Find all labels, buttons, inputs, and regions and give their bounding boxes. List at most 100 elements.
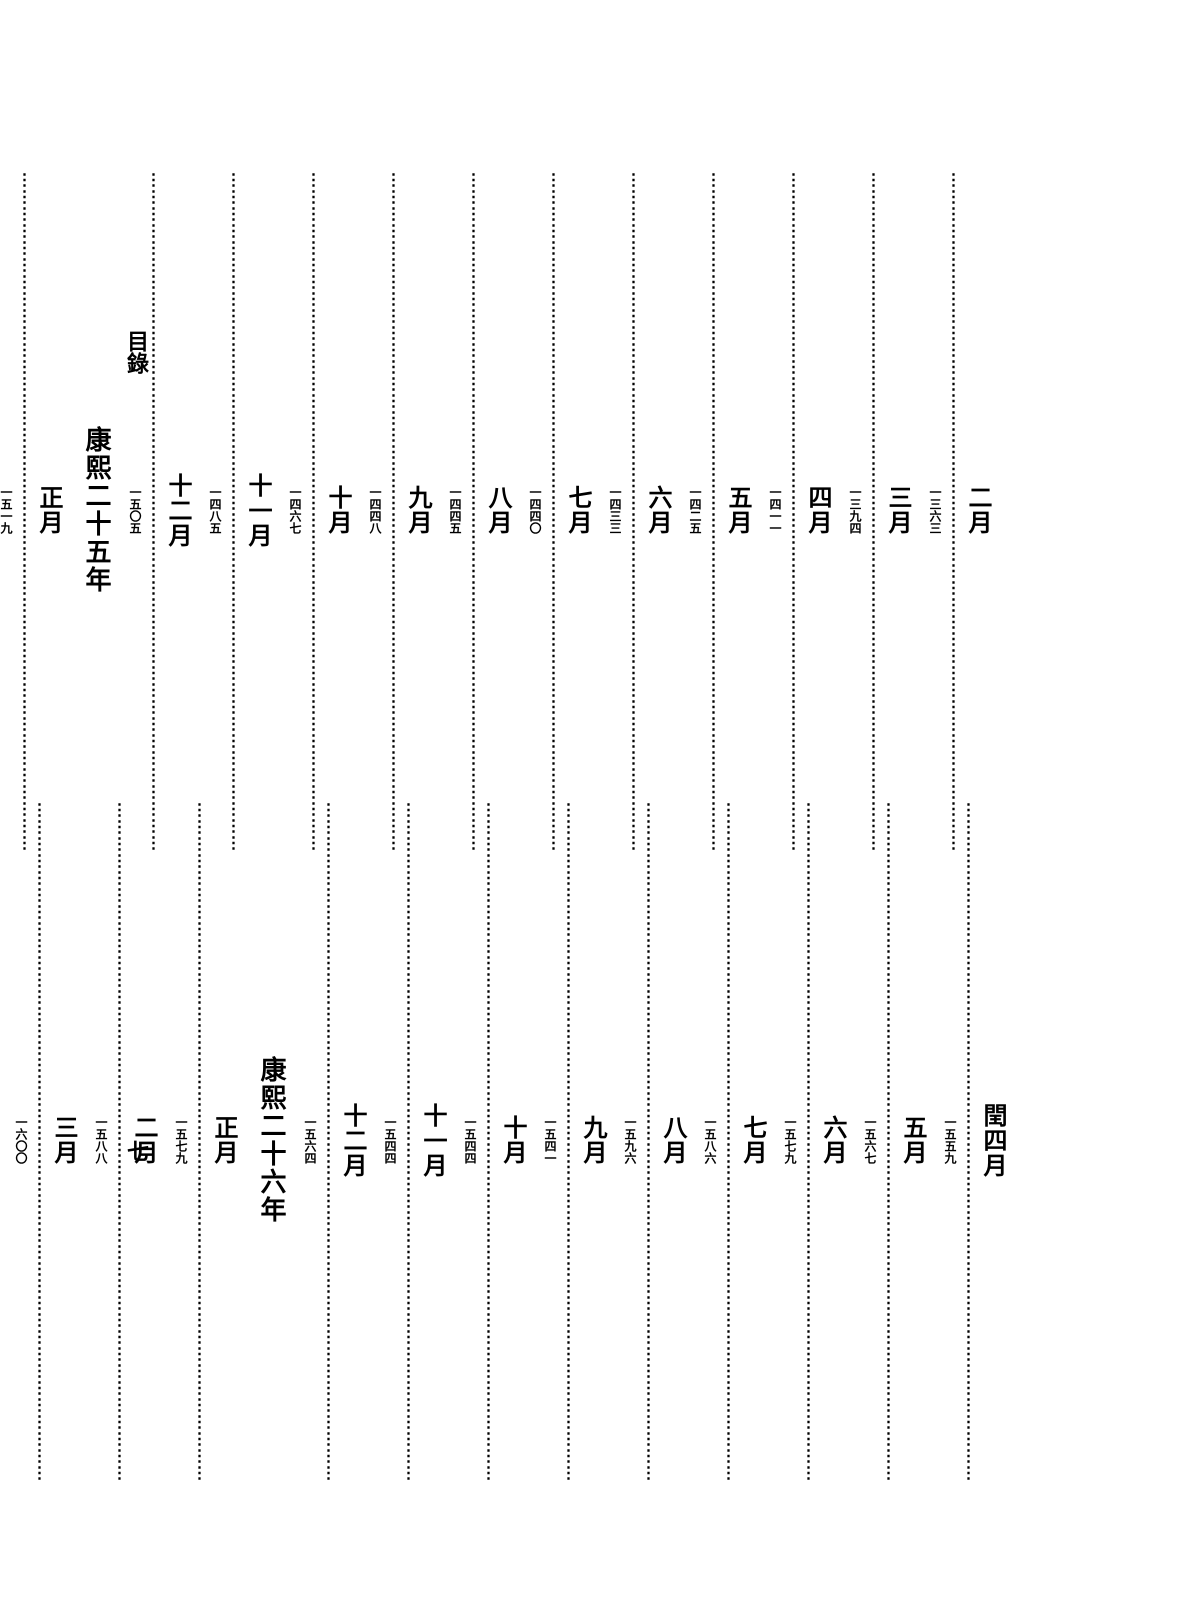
toc-entry: 六月⋮⋮⋮⋮⋮⋮⋮⋮⋮⋮⋮⋮⋮⋮⋮⋮⋮⋮⋮⋮⋮⋮⋮⋮⋮⋮⋮⋮⋮⋮⋮⋮⋮⋮⋮⋮⋮⋮… xyxy=(782,880,850,1400)
toc-entry: 三月⋮⋮⋮⋮⋮⋮⋮⋮⋮⋮⋮⋮⋮⋮⋮⋮⋮⋮⋮⋮⋮⋮⋮⋮⋮⋮⋮⋮⋮⋮⋮⋮⋮⋮⋮⋮⋮⋮… xyxy=(13,880,81,1400)
dot-leader: ⋮⋮⋮⋮⋮⋮⋮⋮⋮⋮⋮⋮⋮⋮⋮⋮⋮⋮⋮⋮⋮⋮⋮⋮⋮⋮⋮⋮⋮⋮⋮⋮⋮⋮⋮⋮⋮⋮⋮⋮ xyxy=(319,800,335,1480)
entry-page: 一五六四 xyxy=(302,1116,319,1164)
entry-label: 三月 xyxy=(880,485,915,535)
entry-label: 十一月 xyxy=(240,473,275,548)
entry-label: 四月 xyxy=(800,485,835,535)
dot-leader: ⋮⋮⋮⋮⋮⋮⋮⋮⋮⋮⋮⋮⋮⋮⋮⋮⋮⋮⋮⋮⋮⋮⋮⋮⋮⋮⋮⋮⋮⋮⋮⋮⋮⋮⋮⋮⋮⋮⋮⋮ xyxy=(190,800,206,1480)
entry-label: 正月 xyxy=(31,485,66,535)
entry-page: 一五四四 xyxy=(382,1116,399,1164)
entry-page: 一四四〇 xyxy=(527,486,544,534)
toc-heading: 康熙二十六年 xyxy=(253,880,290,1400)
toc-block-upper: 二月⋮⋮⋮⋮⋮⋮⋮⋮⋮⋮⋮⋮⋮⋮⋮⋮⋮⋮⋮⋮⋮⋮⋮⋮⋮⋮⋮⋮⋮⋮⋮⋮⋮⋮⋮⋮⋮⋮… xyxy=(0,250,1001,770)
dot-leader: ⋮⋮⋮⋮⋮⋮⋮⋮⋮⋮⋮⋮⋮⋮⋮⋮⋮⋮⋮⋮⋮⋮⋮⋮⋮⋮⋮⋮⋮⋮⋮⋮⋮⋮⋮⋮⋮⋮⋮⋮ xyxy=(944,170,960,850)
entry-label: 三月 xyxy=(46,1115,81,1165)
entry-label: 六月 xyxy=(815,1115,850,1165)
entry-page: 一五四四 xyxy=(462,1116,479,1164)
dot-leader: ⋮⋮⋮⋮⋮⋮⋮⋮⋮⋮⋮⋮⋮⋮⋮⋮⋮⋮⋮⋮⋮⋮⋮⋮⋮⋮⋮⋮⋮⋮⋮⋮⋮⋮⋮⋮⋮⋮⋮⋮ xyxy=(959,800,975,1480)
dot-leader: ⋮⋮⋮⋮⋮⋮⋮⋮⋮⋮⋮⋮⋮⋮⋮⋮⋮⋮⋮⋮⋮⋮⋮⋮⋮⋮⋮⋮⋮⋮⋮⋮⋮⋮⋮⋮⋮⋮⋮⋮ xyxy=(384,170,400,850)
toc-entry: 六月⋮⋮⋮⋮⋮⋮⋮⋮⋮⋮⋮⋮⋮⋮⋮⋮⋮⋮⋮⋮⋮⋮⋮⋮⋮⋮⋮⋮⋮⋮⋮⋮⋮⋮⋮⋮⋮⋮… xyxy=(607,250,675,770)
entry-page: 一四四五 xyxy=(447,486,464,534)
dot-leader: ⋮⋮⋮⋮⋮⋮⋮⋮⋮⋮⋮⋮⋮⋮⋮⋮⋮⋮⋮⋮⋮⋮⋮⋮⋮⋮⋮⋮⋮⋮⋮⋮⋮⋮⋮⋮⋮⋮⋮⋮ xyxy=(15,170,31,850)
entry-page: 一三六三 xyxy=(927,486,944,534)
entry-label: 五月 xyxy=(895,1115,930,1165)
entry-page: 一六〇〇 xyxy=(13,1116,30,1164)
entry-page: 一四四八 xyxy=(367,486,384,534)
page: 目錄 七 二月⋮⋮⋮⋮⋮⋮⋮⋮⋮⋮⋮⋮⋮⋮⋮⋮⋮⋮⋮⋮⋮⋮⋮⋮⋮⋮⋮⋮⋮⋮⋮⋮⋮… xyxy=(0,0,1191,1620)
entry-label: 二月 xyxy=(960,485,995,535)
toc-entry: 十月⋮⋮⋮⋮⋮⋮⋮⋮⋮⋮⋮⋮⋮⋮⋮⋮⋮⋮⋮⋮⋮⋮⋮⋮⋮⋮⋮⋮⋮⋮⋮⋮⋮⋮⋮⋮⋮⋮… xyxy=(287,250,355,770)
entry-page: 一四三三 xyxy=(607,486,624,534)
toc-entry: 十一月⋮⋮⋮⋮⋮⋮⋮⋮⋮⋮⋮⋮⋮⋮⋮⋮⋮⋮⋮⋮⋮⋮⋮⋮⋮⋮⋮⋮⋮⋮⋮⋮⋮⋮⋮⋮⋮… xyxy=(382,880,450,1400)
entry-label: 十月 xyxy=(495,1115,530,1165)
entry-page: 一四一一 xyxy=(767,486,784,534)
toc-entry: 十月⋮⋮⋮⋮⋮⋮⋮⋮⋮⋮⋮⋮⋮⋮⋮⋮⋮⋮⋮⋮⋮⋮⋮⋮⋮⋮⋮⋮⋮⋮⋮⋮⋮⋮⋮⋮⋮⋮… xyxy=(462,880,530,1400)
entry-label: 八月 xyxy=(655,1115,690,1165)
toc-entry: 閏四月⋮⋮⋮⋮⋮⋮⋮⋮⋮⋮⋮⋮⋮⋮⋮⋮⋮⋮⋮⋮⋮⋮⋮⋮⋮⋮⋮⋮⋮⋮⋮⋮⋮⋮⋮⋮⋮… xyxy=(942,880,1010,1400)
entry-page: 一五八八 xyxy=(93,1116,110,1164)
entry-page: 一五九六 xyxy=(622,1116,639,1164)
entry-label: 正月 xyxy=(206,1115,241,1165)
entry-page: 一五七九 xyxy=(782,1116,799,1164)
toc-heading: 康熙二十五年 xyxy=(78,250,115,770)
entry-page: 一五四一 xyxy=(542,1116,559,1164)
entry-label: 七月 xyxy=(560,485,595,535)
toc-entry: 二月⋮⋮⋮⋮⋮⋮⋮⋮⋮⋮⋮⋮⋮⋮⋮⋮⋮⋮⋮⋮⋮⋮⋮⋮⋮⋮⋮⋮⋮⋮⋮⋮⋮⋮⋮⋮⋮⋮… xyxy=(93,880,161,1400)
toc-entry: 三月⋮⋮⋮⋮⋮⋮⋮⋮⋮⋮⋮⋮⋮⋮⋮⋮⋮⋮⋮⋮⋮⋮⋮⋮⋮⋮⋮⋮⋮⋮⋮⋮⋮⋮⋮⋮⋮⋮… xyxy=(847,250,915,770)
toc-entry: 五月⋮⋮⋮⋮⋮⋮⋮⋮⋮⋮⋮⋮⋮⋮⋮⋮⋮⋮⋮⋮⋮⋮⋮⋮⋮⋮⋮⋮⋮⋮⋮⋮⋮⋮⋮⋮⋮⋮… xyxy=(862,880,930,1400)
toc-entry: 八月⋮⋮⋮⋮⋮⋮⋮⋮⋮⋮⋮⋮⋮⋮⋮⋮⋮⋮⋮⋮⋮⋮⋮⋮⋮⋮⋮⋮⋮⋮⋮⋮⋮⋮⋮⋮⋮⋮… xyxy=(622,880,690,1400)
heading-label: 康熙二十五年 xyxy=(78,426,115,594)
entry-page: 一五五九 xyxy=(942,1116,959,1164)
dot-leader: ⋮⋮⋮⋮⋮⋮⋮⋮⋮⋮⋮⋮⋮⋮⋮⋮⋮⋮⋮⋮⋮⋮⋮⋮⋮⋮⋮⋮⋮⋮⋮⋮⋮⋮⋮⋮⋮⋮⋮⋮ xyxy=(624,170,640,850)
toc-entry: 九月⋮⋮⋮⋮⋮⋮⋮⋮⋮⋮⋮⋮⋮⋮⋮⋮⋮⋮⋮⋮⋮⋮⋮⋮⋮⋮⋮⋮⋮⋮⋮⋮⋮⋮⋮⋮⋮⋮… xyxy=(367,250,435,770)
dot-leader: ⋮⋮⋮⋮⋮⋮⋮⋮⋮⋮⋮⋮⋮⋮⋮⋮⋮⋮⋮⋮⋮⋮⋮⋮⋮⋮⋮⋮⋮⋮⋮⋮⋮⋮⋮⋮⋮⋮⋮⋮ xyxy=(544,170,560,850)
toc-entry: 十一月⋮⋮⋮⋮⋮⋮⋮⋮⋮⋮⋮⋮⋮⋮⋮⋮⋮⋮⋮⋮⋮⋮⋮⋮⋮⋮⋮⋮⋮⋮⋮⋮⋮⋮⋮⋮⋮… xyxy=(207,250,275,770)
entry-label: 十二月 xyxy=(160,473,195,548)
entry-page: 一四六七 xyxy=(287,486,304,534)
entry-page: 一三九四 xyxy=(847,486,864,534)
dot-leader: ⋮⋮⋮⋮⋮⋮⋮⋮⋮⋮⋮⋮⋮⋮⋮⋮⋮⋮⋮⋮⋮⋮⋮⋮⋮⋮⋮⋮⋮⋮⋮⋮⋮⋮⋮⋮⋮⋮⋮⋮ xyxy=(144,170,160,850)
entry-label: 二月 xyxy=(126,1115,161,1165)
toc-entry: 十二月⋮⋮⋮⋮⋮⋮⋮⋮⋮⋮⋮⋮⋮⋮⋮⋮⋮⋮⋮⋮⋮⋮⋮⋮⋮⋮⋮⋮⋮⋮⋮⋮⋮⋮⋮⋮⋮… xyxy=(302,880,370,1400)
dot-leader: ⋮⋮⋮⋮⋮⋮⋮⋮⋮⋮⋮⋮⋮⋮⋮⋮⋮⋮⋮⋮⋮⋮⋮⋮⋮⋮⋮⋮⋮⋮⋮⋮⋮⋮⋮⋮⋮⋮⋮⋮ xyxy=(30,800,46,1480)
entry-label: 六月 xyxy=(640,485,675,535)
entry-label: 十月 xyxy=(320,485,355,535)
entry-page: 一五一九 xyxy=(0,486,15,534)
toc-entry: 八月⋮⋮⋮⋮⋮⋮⋮⋮⋮⋮⋮⋮⋮⋮⋮⋮⋮⋮⋮⋮⋮⋮⋮⋮⋮⋮⋮⋮⋮⋮⋮⋮⋮⋮⋮⋮⋮⋮… xyxy=(447,250,515,770)
dot-leader: ⋮⋮⋮⋮⋮⋮⋮⋮⋮⋮⋮⋮⋮⋮⋮⋮⋮⋮⋮⋮⋮⋮⋮⋮⋮⋮⋮⋮⋮⋮⋮⋮⋮⋮⋮⋮⋮⋮⋮⋮ xyxy=(224,170,240,850)
entry-label: 九月 xyxy=(400,485,435,535)
dot-leader: ⋮⋮⋮⋮⋮⋮⋮⋮⋮⋮⋮⋮⋮⋮⋮⋮⋮⋮⋮⋮⋮⋮⋮⋮⋮⋮⋮⋮⋮⋮⋮⋮⋮⋮⋮⋮⋮⋮⋮⋮ xyxy=(399,800,415,1480)
toc-entry: 五月⋮⋮⋮⋮⋮⋮⋮⋮⋮⋮⋮⋮⋮⋮⋮⋮⋮⋮⋮⋮⋮⋮⋮⋮⋮⋮⋮⋮⋮⋮⋮⋮⋮⋮⋮⋮⋮⋮… xyxy=(687,250,755,770)
dot-leader: ⋮⋮⋮⋮⋮⋮⋮⋮⋮⋮⋮⋮⋮⋮⋮⋮⋮⋮⋮⋮⋮⋮⋮⋮⋮⋮⋮⋮⋮⋮⋮⋮⋮⋮⋮⋮⋮⋮⋮⋮ xyxy=(559,800,575,1480)
entry-label: 七月 xyxy=(735,1115,770,1165)
dot-leader: ⋮⋮⋮⋮⋮⋮⋮⋮⋮⋮⋮⋮⋮⋮⋮⋮⋮⋮⋮⋮⋮⋮⋮⋮⋮⋮⋮⋮⋮⋮⋮⋮⋮⋮⋮⋮⋮⋮⋮⋮ xyxy=(864,170,880,850)
dot-leader: ⋮⋮⋮⋮⋮⋮⋮⋮⋮⋮⋮⋮⋮⋮⋮⋮⋮⋮⋮⋮⋮⋮⋮⋮⋮⋮⋮⋮⋮⋮⋮⋮⋮⋮⋮⋮⋮⋮⋮⋮ xyxy=(879,800,895,1480)
heading-label: 康熙二十六年 xyxy=(253,1056,290,1224)
entry-page: 一五六七 xyxy=(862,1116,879,1164)
dot-leader: ⋮⋮⋮⋮⋮⋮⋮⋮⋮⋮⋮⋮⋮⋮⋮⋮⋮⋮⋮⋮⋮⋮⋮⋮⋮⋮⋮⋮⋮⋮⋮⋮⋮⋮⋮⋮⋮⋮⋮⋮ xyxy=(464,170,480,850)
dot-leader: ⋮⋮⋮⋮⋮⋮⋮⋮⋮⋮⋮⋮⋮⋮⋮⋮⋮⋮⋮⋮⋮⋮⋮⋮⋮⋮⋮⋮⋮⋮⋮⋮⋮⋮⋮⋮⋮⋮⋮⋮ xyxy=(639,800,655,1480)
entry-page: 一五七九 xyxy=(173,1116,190,1164)
toc-entry: 七月⋮⋮⋮⋮⋮⋮⋮⋮⋮⋮⋮⋮⋮⋮⋮⋮⋮⋮⋮⋮⋮⋮⋮⋮⋮⋮⋮⋮⋮⋮⋮⋮⋮⋮⋮⋮⋮⋮… xyxy=(702,880,770,1400)
entry-page: 一四八五 xyxy=(207,486,224,534)
toc-entry: 正月⋮⋮⋮⋮⋮⋮⋮⋮⋮⋮⋮⋮⋮⋮⋮⋮⋮⋮⋮⋮⋮⋮⋮⋮⋮⋮⋮⋮⋮⋮⋮⋮⋮⋮⋮⋮⋮⋮… xyxy=(173,880,241,1400)
dot-leader: ⋮⋮⋮⋮⋮⋮⋮⋮⋮⋮⋮⋮⋮⋮⋮⋮⋮⋮⋮⋮⋮⋮⋮⋮⋮⋮⋮⋮⋮⋮⋮⋮⋮⋮⋮⋮⋮⋮⋮⋮ xyxy=(704,170,720,850)
entry-label: 十一月 xyxy=(415,1103,450,1178)
entry-label: 八月 xyxy=(480,485,515,535)
dot-leader: ⋮⋮⋮⋮⋮⋮⋮⋮⋮⋮⋮⋮⋮⋮⋮⋮⋮⋮⋮⋮⋮⋮⋮⋮⋮⋮⋮⋮⋮⋮⋮⋮⋮⋮⋮⋮⋮⋮⋮⋮ xyxy=(799,800,815,1480)
entry-label: 閏四月 xyxy=(975,1103,1010,1178)
toc-entry: 四月⋮⋮⋮⋮⋮⋮⋮⋮⋮⋮⋮⋮⋮⋮⋮⋮⋮⋮⋮⋮⋮⋮⋮⋮⋮⋮⋮⋮⋮⋮⋮⋮⋮⋮⋮⋮⋮⋮… xyxy=(0,880,1,1400)
entry-label: 四月 xyxy=(0,1115,1,1165)
toc-entry: 二月⋮⋮⋮⋮⋮⋮⋮⋮⋮⋮⋮⋮⋮⋮⋮⋮⋮⋮⋮⋮⋮⋮⋮⋮⋮⋮⋮⋮⋮⋮⋮⋮⋮⋮⋮⋮⋮⋮… xyxy=(927,250,995,770)
toc-entry: 正月⋮⋮⋮⋮⋮⋮⋮⋮⋮⋮⋮⋮⋮⋮⋮⋮⋮⋮⋮⋮⋮⋮⋮⋮⋮⋮⋮⋮⋮⋮⋮⋮⋮⋮⋮⋮⋮⋮… xyxy=(0,250,66,770)
entry-label: 九月 xyxy=(575,1115,610,1165)
toc-entry: 七月⋮⋮⋮⋮⋮⋮⋮⋮⋮⋮⋮⋮⋮⋮⋮⋮⋮⋮⋮⋮⋮⋮⋮⋮⋮⋮⋮⋮⋮⋮⋮⋮⋮⋮⋮⋮⋮⋮… xyxy=(527,250,595,770)
toc-block-lower: 閏四月⋮⋮⋮⋮⋮⋮⋮⋮⋮⋮⋮⋮⋮⋮⋮⋮⋮⋮⋮⋮⋮⋮⋮⋮⋮⋮⋮⋮⋮⋮⋮⋮⋮⋮⋮⋮⋮… xyxy=(0,880,1016,1400)
dot-leader: ⋮⋮⋮⋮⋮⋮⋮⋮⋮⋮⋮⋮⋮⋮⋮⋮⋮⋮⋮⋮⋮⋮⋮⋮⋮⋮⋮⋮⋮⋮⋮⋮⋮⋮⋮⋮⋮⋮⋮⋮ xyxy=(719,800,735,1480)
entry-page: 一四二五 xyxy=(687,486,704,534)
toc-entry: 十二月⋮⋮⋮⋮⋮⋮⋮⋮⋮⋮⋮⋮⋮⋮⋮⋮⋮⋮⋮⋮⋮⋮⋮⋮⋮⋮⋮⋮⋮⋮⋮⋮⋮⋮⋮⋮⋮… xyxy=(127,250,195,770)
dot-leader: ⋮⋮⋮⋮⋮⋮⋮⋮⋮⋮⋮⋮⋮⋮⋮⋮⋮⋮⋮⋮⋮⋮⋮⋮⋮⋮⋮⋮⋮⋮⋮⋮⋮⋮⋮⋮⋮⋮⋮⋮ xyxy=(304,170,320,850)
entry-page: 一五八六 xyxy=(702,1116,719,1164)
entry-label: 十二月 xyxy=(335,1103,370,1178)
entry-page: 一五〇五 xyxy=(127,486,144,534)
toc-entry: 四月⋮⋮⋮⋮⋮⋮⋮⋮⋮⋮⋮⋮⋮⋮⋮⋮⋮⋮⋮⋮⋮⋮⋮⋮⋮⋮⋮⋮⋮⋮⋮⋮⋮⋮⋮⋮⋮⋮… xyxy=(767,250,835,770)
